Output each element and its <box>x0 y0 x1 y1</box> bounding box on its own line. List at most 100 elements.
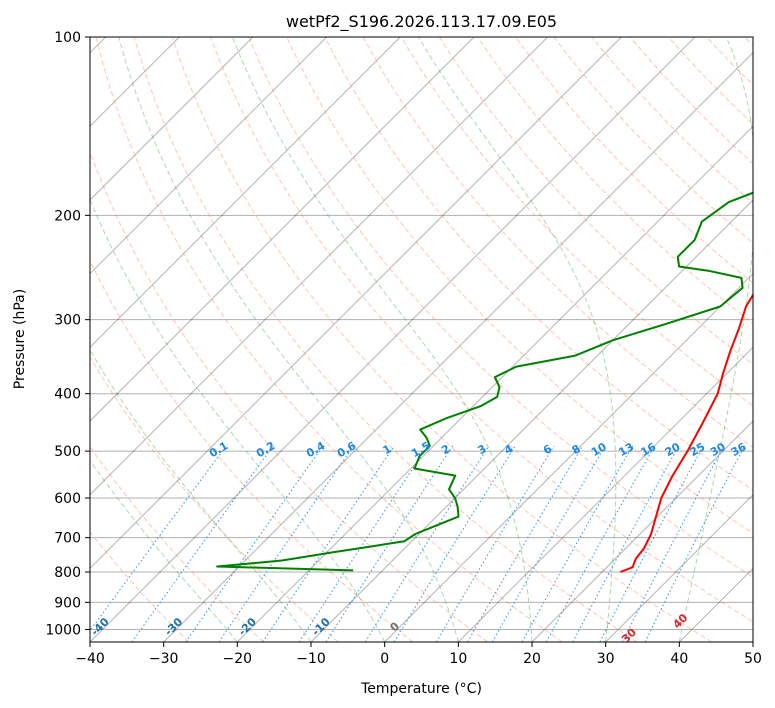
x-tick-label: 50 <box>744 651 762 667</box>
isotherm-line <box>90 37 622 570</box>
isotherm-line <box>90 37 401 349</box>
dry-adiabat-line <box>668 37 753 125</box>
isotherm-line <box>90 37 696 642</box>
dry-adiabat-label: 40 <box>670 611 690 631</box>
mixing-ratio-label: 30 <box>708 440 728 459</box>
x-tick-label: 30 <box>597 651 615 667</box>
mixing-ratio-line <box>262 445 395 642</box>
moist-adiabat-line <box>90 198 386 642</box>
moist-adiabat-line <box>90 459 238 642</box>
mixing-ratio-line <box>185 445 324 642</box>
mixing-ratio-line <box>393 445 516 642</box>
temperature-profile-line <box>620 292 753 573</box>
mixing-ratio-line <box>467 445 584 642</box>
y-tick-label: 200 <box>54 208 81 224</box>
dry-adiabat-line <box>90 445 264 642</box>
axes: −40 −30 −20 −10 0 10 20 30 40 50 100 200 300 400 500 60… <box>45 30 762 667</box>
y-tick-label: 100 <box>54 30 81 46</box>
x-axis-label: Temperature (°C) <box>360 681 482 697</box>
mixing-ratio-label: 0.1 <box>207 439 230 460</box>
dry-adiabat-line <box>744 37 753 47</box>
background-lines <box>90 37 753 642</box>
dry-adiabat-line <box>553 37 753 244</box>
x-tick-label: 40 <box>670 651 688 667</box>
y-tick-label: 1000 <box>45 622 81 638</box>
x-tick-label: −10 <box>296 651 326 667</box>
dry-adiabat-label: -50 <box>15 615 38 638</box>
y-tick-label: 300 <box>54 313 81 329</box>
dry-adiabat-line <box>133 37 638 642</box>
x-tick-label: −20 <box>223 651 253 667</box>
mixing-ratio-line <box>298 445 429 642</box>
isotherm-line <box>90 37 475 422</box>
y-tick-label: 400 <box>54 387 81 403</box>
dry-adiabat-label: -40 <box>89 615 112 638</box>
dry-adiabat-line <box>171 37 712 642</box>
mixing-ratio-line <box>364 445 490 642</box>
mixing-ratio-line <box>521 445 633 642</box>
dry-adiabat-line <box>90 356 339 642</box>
moist-adiabat-line <box>418 37 617 642</box>
x-tick-label: −30 <box>149 651 179 667</box>
y-tick-label: 600 <box>54 491 81 507</box>
isotherm-line <box>457 346 753 642</box>
mixing-ratio-line <box>644 445 746 642</box>
y-tick-label: 700 <box>54 531 81 547</box>
dry-adiabat-line <box>324 37 753 491</box>
moist-adiabat-line <box>231 37 533 642</box>
mixing-ratio-label: 25 <box>687 440 707 459</box>
dry-adiabat-line <box>90 150 488 642</box>
isotherm-line <box>236 125 753 642</box>
dry-adiabat-line <box>438 37 753 366</box>
dry-adiabat-line <box>477 37 753 325</box>
dry-adiabat-label: 20 <box>567 641 587 661</box>
dry-adiabat-line <box>400 37 753 407</box>
moist-adiabat-line <box>678 37 753 642</box>
isotherm-line <box>384 272 753 642</box>
x-tick-label: 10 <box>449 651 467 667</box>
dewpoint-profile-line <box>216 191 753 572</box>
dry-adiabat-line <box>210 37 753 623</box>
mixing-ratio-label: 0.4 <box>304 439 328 460</box>
isotherm-line <box>752 641 753 642</box>
y-tick-label: 500 <box>54 444 81 460</box>
mixing-ratio-label: 4 <box>502 442 515 457</box>
mixing-ratio-label: 10 <box>589 440 609 459</box>
isotherm-line <box>90 37 549 496</box>
y-tick-label: 800 <box>54 565 81 581</box>
x-tick-label: 0 <box>380 651 389 667</box>
x-tick-label: −40 <box>75 651 105 667</box>
y-tick-label: 900 <box>54 595 81 611</box>
mixing-ratio-line <box>621 445 725 642</box>
mixing-ratio-label: 0.6 <box>335 439 359 460</box>
isotherm-line <box>531 420 753 642</box>
mixing-ratio-line <box>599 445 704 642</box>
mixing-ratio-label: 13 <box>616 440 636 459</box>
dry-adiabat-label: 30 <box>619 626 639 646</box>
mixing-ratio-line <box>545 445 656 642</box>
dry-adiabat-line <box>95 37 563 642</box>
isotherm-line <box>90 37 328 275</box>
mixing-ratio-line <box>218 445 355 642</box>
mixing-ratio-label: 1 <box>381 442 394 457</box>
plot-frame <box>89 36 754 643</box>
isotherm-line <box>90 37 254 201</box>
chart-title: wetPf2_S196.2026.113.17.09.E05 <box>286 12 557 32</box>
moist-adiabat-line <box>118 37 459 642</box>
dry-adiabat-line <box>515 37 753 284</box>
isotherm-line <box>310 199 753 642</box>
isotherm-line <box>678 567 753 642</box>
mixing-ratio-line <box>435 445 555 642</box>
data-series <box>216 191 753 573</box>
mixing-ratio-line <box>572 445 680 642</box>
moist-adiabat-line <box>90 349 312 642</box>
mixing-ratio-label: 0.2 <box>254 439 277 460</box>
dry-adiabat-line <box>90 531 190 642</box>
dry-adiabat-line <box>248 37 753 578</box>
mixing-ratio-line <box>131 445 274 642</box>
isotherm-line <box>163 51 753 642</box>
mixing-ratio-label: 16 <box>638 440 658 459</box>
dry-adiabat-line <box>591 37 753 204</box>
mixing-ratio-line <box>325 445 454 642</box>
